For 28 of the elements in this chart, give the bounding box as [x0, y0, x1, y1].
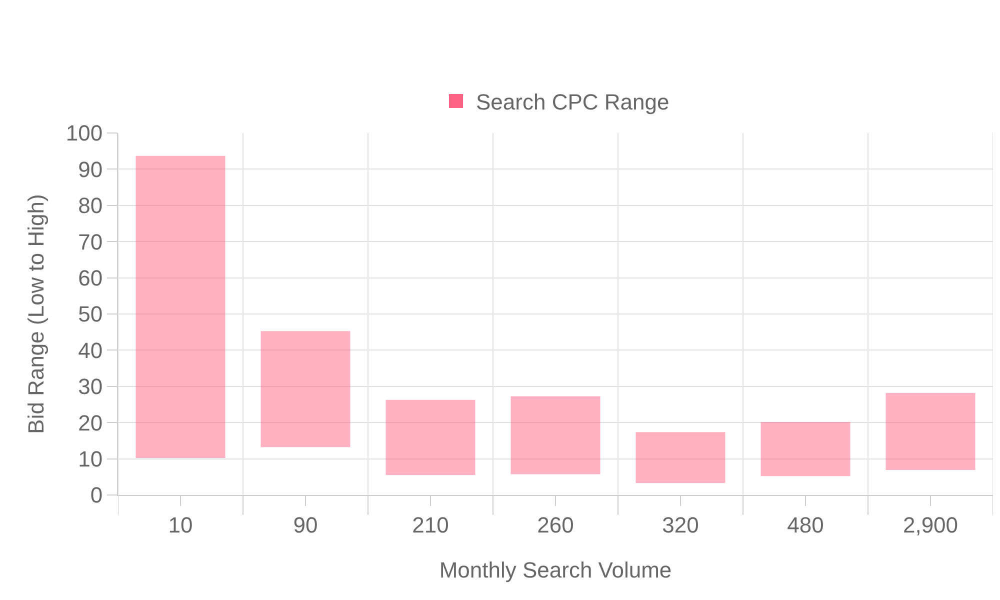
y-tick-label: 0: [90, 482, 103, 508]
y-tick-label: 10: [78, 446, 103, 472]
bar: [260, 331, 350, 448]
y-tick-label: 60: [78, 266, 103, 290]
y-tick-label: 30: [78, 374, 103, 400]
x-tick-label: 10: [168, 512, 193, 538]
x-tick-label: 480: [787, 512, 824, 538]
y-tick-label: 50: [78, 302, 103, 327]
y-tick-label: 80: [78, 193, 103, 218]
bar: [886, 393, 976, 470]
y-tick-label: 70: [78, 229, 103, 254]
bar: [760, 422, 850, 476]
x-tick-label: 90: [293, 512, 318, 538]
x-tick-label: 2,900: [902, 512, 958, 538]
y-tick-label: 90: [78, 156, 103, 182]
bar: [510, 396, 600, 474]
y-tick-label: 40: [78, 338, 103, 363]
x-tick-label: 260: [537, 512, 574, 538]
legend-label: Search CPC Range: [476, 90, 670, 115]
y-tick-label: 100: [66, 120, 103, 146]
bar: [636, 432, 726, 483]
y-axis-title: Bid Range (Low to High): [24, 194, 49, 434]
y-tick-label: 20: [78, 410, 103, 436]
x-axis-title: Monthly Search Volume: [439, 557, 672, 582]
x-tick-label: 320: [662, 512, 699, 538]
x-tick-label: 210: [412, 512, 449, 538]
bar: [136, 156, 226, 458]
bar: [386, 400, 476, 475]
